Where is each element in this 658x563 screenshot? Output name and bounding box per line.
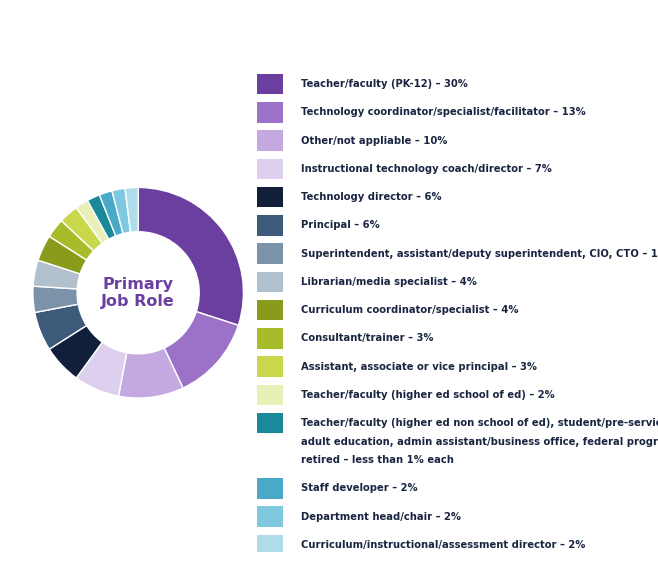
- Bar: [257, 507, 284, 527]
- Wedge shape: [125, 187, 138, 232]
- Wedge shape: [35, 304, 87, 349]
- Bar: [257, 187, 284, 207]
- Text: Primary
Job Role: Primary Job Role: [101, 276, 175, 309]
- Bar: [257, 535, 284, 555]
- Text: Instructional technology coach/director – 7%: Instructional technology coach/director …: [301, 164, 552, 174]
- Wedge shape: [112, 188, 130, 234]
- Bar: [257, 385, 284, 405]
- Bar: [257, 74, 284, 95]
- Wedge shape: [33, 260, 80, 289]
- Bar: [257, 413, 284, 434]
- Text: Curriculum coordinator/specialist – 4%: Curriculum coordinator/specialist – 4%: [301, 305, 519, 315]
- Text: Teacher/faculty (PK-12) – 30%: Teacher/faculty (PK-12) – 30%: [301, 79, 468, 89]
- Wedge shape: [38, 236, 87, 274]
- Text: Other/not appliable – 10%: Other/not appliable – 10%: [301, 136, 448, 146]
- Wedge shape: [164, 312, 238, 388]
- Bar: [257, 272, 284, 292]
- Text: Profile by primary job role: Profile by primary job role: [14, 18, 303, 38]
- Bar: [257, 131, 284, 151]
- Wedge shape: [99, 191, 123, 236]
- Wedge shape: [138, 187, 243, 325]
- Text: Teacher/faculty (higher ed non school of ed), student/pre-service,: Teacher/faculty (higher ed non school of…: [301, 418, 658, 428]
- Text: adult education, admin assistant/business office, federal programs,: adult education, admin assistant/busines…: [301, 437, 658, 446]
- Wedge shape: [118, 348, 183, 398]
- Wedge shape: [76, 200, 109, 243]
- Bar: [257, 243, 284, 264]
- Text: retired – less than 1% each: retired – less than 1% each: [301, 455, 455, 465]
- Bar: [257, 300, 284, 320]
- Text: Superintendent, assistant/deputy superintendent, CIO, CTO – 1% each: Superintendent, assistant/deputy superin…: [301, 249, 658, 259]
- Bar: [257, 328, 284, 348]
- Text: Curriculum/instructional/assessment director – 2%: Curriculum/instructional/assessment dire…: [301, 540, 586, 550]
- Bar: [257, 159, 284, 179]
- Bar: [257, 215, 284, 236]
- Text: Principal – 6%: Principal – 6%: [301, 221, 380, 230]
- Wedge shape: [88, 195, 116, 239]
- Wedge shape: [33, 286, 78, 312]
- Wedge shape: [49, 325, 102, 378]
- Bar: [257, 356, 284, 377]
- Text: Technology coordinator/specialist/facilitator – 13%: Technology coordinator/specialist/facili…: [301, 108, 586, 118]
- Wedge shape: [61, 208, 102, 251]
- Text: Teacher/faculty (higher ed school of ed) – 2%: Teacher/faculty (higher ed school of ed)…: [301, 390, 555, 400]
- Text: Technology director – 6%: Technology director – 6%: [301, 192, 442, 202]
- Text: Department head/chair – 2%: Department head/chair – 2%: [301, 512, 461, 522]
- Bar: [257, 478, 284, 499]
- Text: Staff developer – 2%: Staff developer – 2%: [301, 484, 418, 493]
- Text: Librarian/media specialist – 4%: Librarian/media specialist – 4%: [301, 277, 477, 287]
- Text: Consultant/trainer – 3%: Consultant/trainer – 3%: [301, 333, 434, 343]
- Bar: [257, 102, 284, 123]
- Wedge shape: [76, 342, 127, 396]
- Text: Assistant, associate or vice principal – 3%: Assistant, associate or vice principal –…: [301, 361, 538, 372]
- Wedge shape: [49, 221, 93, 260]
